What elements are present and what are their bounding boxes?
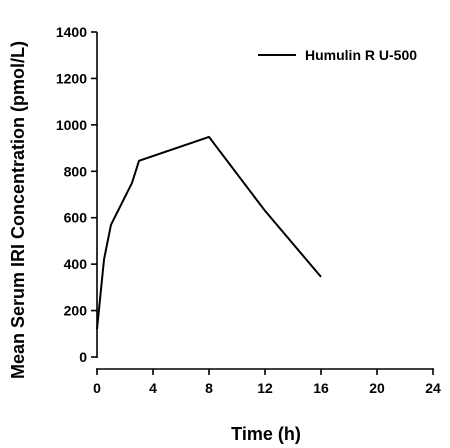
x-tick-label: 24	[425, 380, 441, 396]
x-tick-label: 4	[149, 380, 157, 396]
y-tick-label: 1000	[56, 117, 87, 133]
y-axis-title: Mean Serum IRI Concentration (pmol/L)	[8, 41, 28, 379]
x-axis-title: Time (h)	[231, 424, 301, 444]
x-tick-label: 16	[313, 380, 329, 396]
y-axis-ticks: 0 200 400 600 800 1000 1200 1400	[56, 24, 97, 365]
x-tick-label: 20	[369, 380, 385, 396]
y-tick-label: 1200	[56, 70, 87, 86]
x-tick-label: 8	[205, 380, 213, 396]
legend-label: Humulin R U-500	[305, 47, 417, 63]
x-tick-label: 12	[257, 380, 273, 396]
y-tick-label: 200	[64, 303, 88, 319]
axes	[96, 32, 434, 370]
y-tick-label: 600	[64, 210, 88, 226]
series-line	[96, 135, 322, 330]
series-layer	[96, 135, 322, 330]
x-axis-ticks: 0 4 8 12 16 20 24	[93, 369, 441, 396]
y-tick-label: 800	[64, 163, 88, 179]
legend: Humulin R U-500	[258, 47, 417, 63]
y-tick-label: 0	[79, 349, 87, 365]
y-tick-label: 1400	[56, 24, 87, 40]
y-tick-label: 400	[64, 256, 88, 272]
x-tick-label: 0	[93, 380, 101, 396]
